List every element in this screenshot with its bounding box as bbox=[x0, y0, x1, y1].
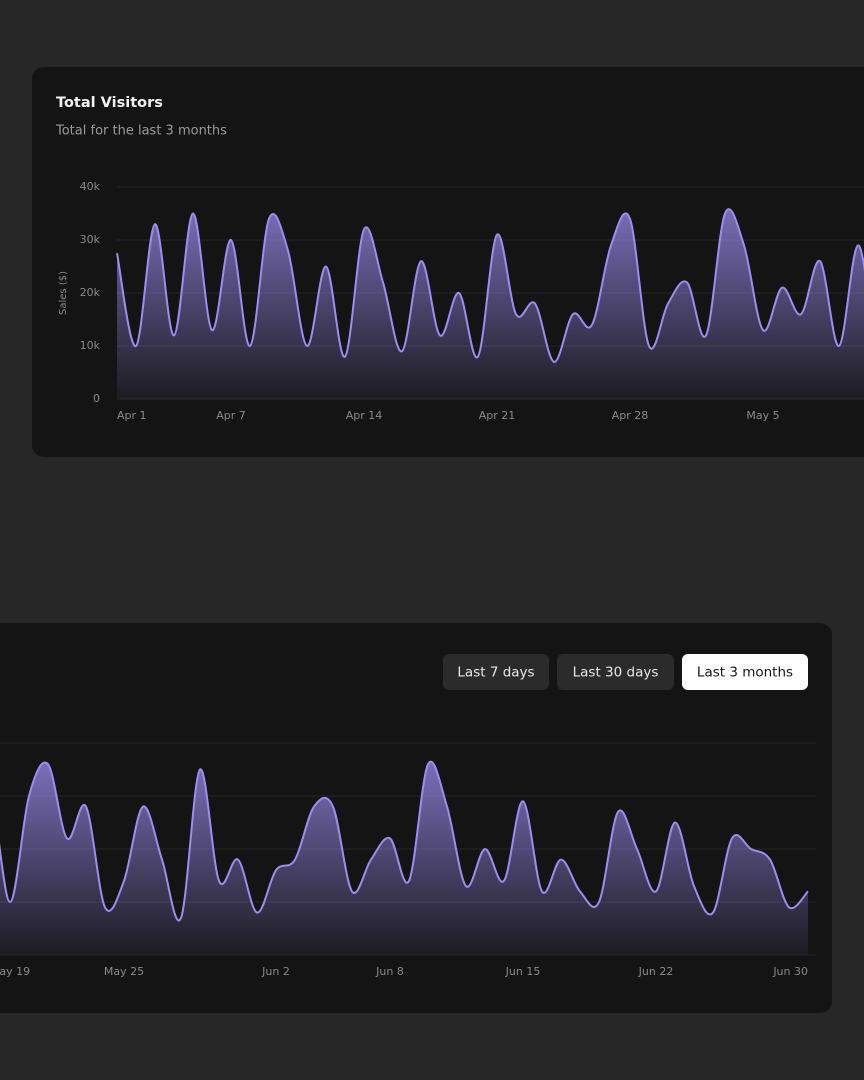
x-tick-label: May 19 bbox=[0, 965, 30, 978]
area bbox=[117, 209, 864, 399]
x-tick-label: Jun 30 bbox=[772, 965, 808, 978]
y-tick-label: 0 bbox=[93, 392, 100, 405]
x-tick-label: Jun 2 bbox=[261, 965, 290, 978]
x-tick-label: May 5 bbox=[746, 409, 779, 422]
line bbox=[116, 208, 864, 363]
card-view-start: Total Visitors Total for the last 3 month… bbox=[32, 67, 864, 457]
x-tick-label: Apr 28 bbox=[612, 409, 649, 422]
button-label: Last 3 months bbox=[697, 665, 793, 681]
button-label: Last 7 days bbox=[457, 665, 534, 681]
range-button[interactable]: Last 7 days bbox=[443, 654, 549, 690]
range-button[interactable]: Last 30 days bbox=[557, 654, 674, 690]
y-tick-label: 30k bbox=[80, 233, 101, 246]
x-tick-label: Jun 22 bbox=[638, 965, 674, 978]
chart-title: Total Visitors bbox=[56, 95, 163, 111]
button-bg bbox=[557, 654, 674, 690]
y-tick-label: 40k bbox=[80, 180, 101, 193]
line bbox=[0, 760, 809, 922]
x-tick-label: Jun 8 bbox=[375, 965, 404, 978]
chart-card: Total Visitors Total for the last 3 month… bbox=[55, 95, 864, 422]
x-tick-label: Jun 15 bbox=[505, 965, 541, 978]
area bbox=[0, 761, 808, 955]
button-bg bbox=[682, 654, 808, 690]
chart-subtitle: Total for the last 3 months bbox=[55, 124, 227, 139]
y-tick-label: 20k bbox=[80, 286, 101, 299]
x-tick-label: Apr 7 bbox=[216, 409, 246, 422]
y-axis-label: Sales ($) bbox=[58, 271, 69, 315]
button-label: Last 30 days bbox=[573, 665, 659, 681]
y-tick-label: 10k bbox=[80, 339, 101, 352]
button-bg bbox=[443, 654, 549, 690]
x-tick-label: Apr 1 bbox=[117, 409, 147, 422]
x-tick-label: Apr 21 bbox=[479, 409, 516, 422]
x-tick-label: May 25 bbox=[104, 965, 144, 978]
range-button[interactable]: Last 3 months bbox=[682, 654, 808, 690]
x-tick-label: Apr 14 bbox=[346, 409, 383, 422]
